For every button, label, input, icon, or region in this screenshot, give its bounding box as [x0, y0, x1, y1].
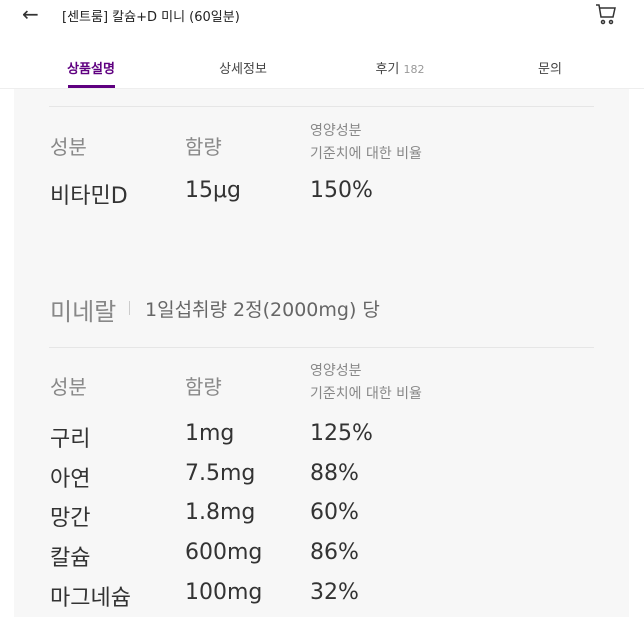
- cart-icon[interactable]: [594, 2, 618, 26]
- table-row-name: 망간: [50, 506, 91, 532]
- divider: [49, 106, 594, 107]
- section-subtitle: 1일섭취량 2정(2000mg) 당: [145, 299, 380, 321]
- table-row-ratio: 125%: [310, 421, 373, 446]
- back-button[interactable]: ←: [22, 2, 39, 26]
- table-row-amount: 600mg: [185, 540, 263, 566]
- active-tab-indicator: [68, 85, 115, 88]
- ratio-line1: 영양성분: [310, 363, 362, 379]
- tab-details[interactable]: 상세정보: [183, 58, 303, 77]
- table-row-name: 구리: [50, 427, 91, 452]
- table-row-name: 아연: [50, 466, 91, 492]
- review-count: 182: [403, 63, 425, 76]
- table-row-ratio: 88%: [310, 460, 359, 486]
- tab-label: 상품설명: [67, 62, 115, 77]
- arrow-left-icon: ←: [22, 2, 39, 26]
- col-header-name: 성분: [50, 135, 87, 159]
- tab-inquiry[interactable]: 문의: [490, 58, 610, 77]
- col-header-amount: 함량: [185, 135, 222, 159]
- col-header-amount: 함량: [185, 375, 222, 399]
- separator: [129, 301, 130, 315]
- tab-label: 후기: [375, 62, 400, 77]
- tab-label: 상세정보: [219, 62, 267, 77]
- tab-label: 문의: [538, 62, 562, 77]
- ratio-line1: 영양성분: [310, 123, 362, 139]
- table-row-amount: 1mg: [185, 421, 235, 446]
- table-row-ratio: 86%: [310, 540, 359, 566]
- section-title: 미네랄: [50, 298, 117, 326]
- table-row-amount: 100mg: [185, 579, 263, 605]
- page-title: [센트룸] 칼슘+D 미니 (60일분): [62, 10, 240, 25]
- divider: [49, 347, 594, 348]
- table-row-ratio: 32%: [310, 579, 359, 605]
- table-row-amount: 15μg: [185, 178, 241, 203]
- ratio-line2: 기준치에 대한 비율: [310, 386, 422, 402]
- table-row-amount: 1.8mg: [185, 500, 256, 526]
- table-row-name: 칼슘: [50, 546, 91, 572]
- tab-reviews[interactable]: 후기 182: [340, 58, 460, 77]
- tab-product-description[interactable]: 상품설명: [31, 58, 151, 77]
- table-row-name: 마그네슘: [50, 585, 131, 611]
- table-row-ratio: 60%: [310, 500, 359, 526]
- tab-divider: [0, 88, 644, 89]
- table-row-ratio: 150%: [310, 178, 373, 203]
- content-panel: [14, 89, 629, 617]
- col-header-name: 성분: [50, 375, 87, 399]
- table-row-name: 비타민D: [50, 184, 128, 209]
- ratio-line2: 기준치에 대한 비율: [310, 146, 422, 162]
- table-row-amount: 7.5mg: [185, 460, 256, 486]
